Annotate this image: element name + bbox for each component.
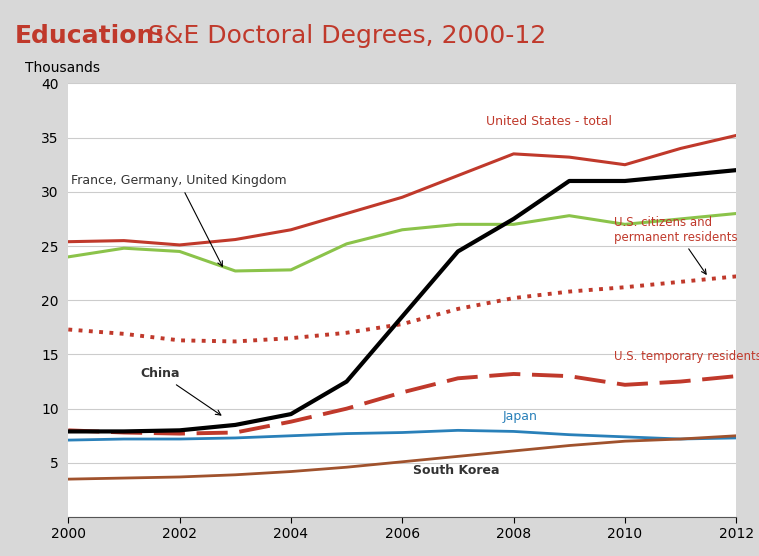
Text: U.S. temporary residents: U.S. temporary residents xyxy=(614,350,759,363)
Text: S&E Doctoral Degrees, 2000-12: S&E Doctoral Degrees, 2000-12 xyxy=(140,24,546,48)
Text: France, Germany, United Kingdom: France, Germany, United Kingdom xyxy=(71,175,287,266)
Text: Education:: Education: xyxy=(15,24,165,48)
Text: United States - total: United States - total xyxy=(486,115,612,128)
Text: Thousands: Thousands xyxy=(25,61,100,75)
Text: South Korea: South Korea xyxy=(414,464,500,477)
Text: U.S. citizens and
permanent residents: U.S. citizens and permanent residents xyxy=(614,216,738,274)
Text: Japan: Japan xyxy=(502,410,537,423)
Text: China: China xyxy=(140,368,221,415)
